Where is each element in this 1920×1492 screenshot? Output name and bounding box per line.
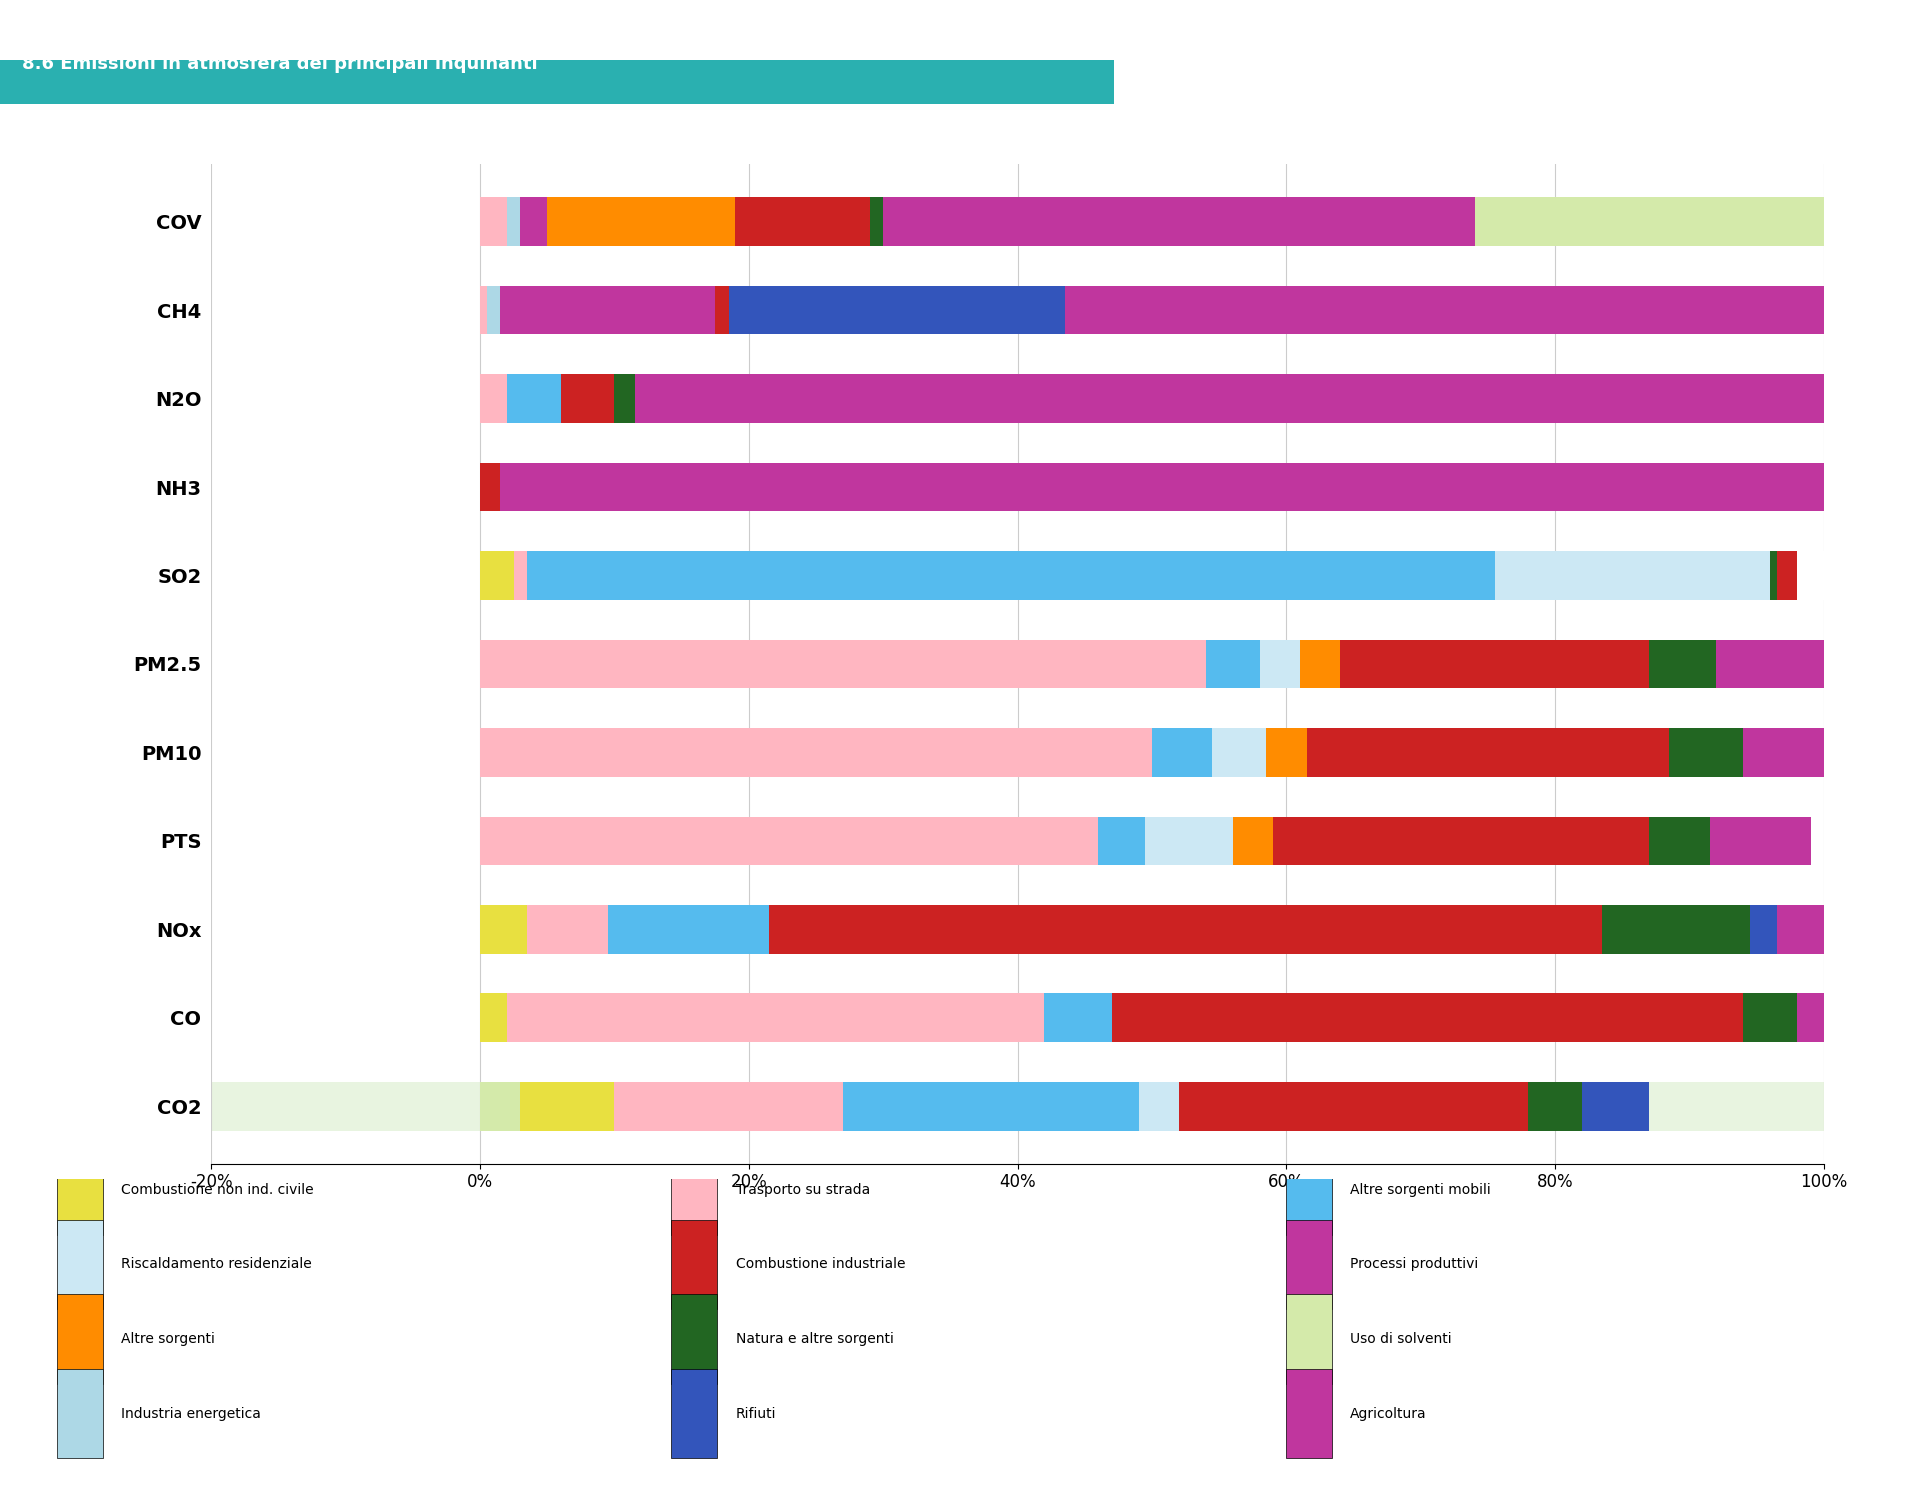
- Bar: [883, 197, 1475, 246]
- Text: Altre sorgenti mobili: Altre sorgenti mobili: [1350, 1183, 1492, 1197]
- Bar: [507, 197, 520, 246]
- Bar: [520, 197, 547, 246]
- Bar: [607, 906, 768, 953]
- Bar: [1670, 728, 1743, 777]
- FancyArrow shape: [0, 60, 1114, 149]
- Bar: [507, 994, 1044, 1041]
- Bar: [480, 640, 1206, 688]
- Bar: [58, 1294, 104, 1385]
- Bar: [58, 1146, 104, 1235]
- Bar: [480, 286, 488, 334]
- Bar: [1152, 728, 1213, 777]
- Bar: [1260, 640, 1300, 688]
- Bar: [1751, 906, 1778, 953]
- Text: Industria energetica: Industria energetica: [121, 1407, 261, 1420]
- Bar: [211, 1082, 1824, 1131]
- Text: Trasporto su strada: Trasporto su strada: [735, 1183, 870, 1197]
- Text: Rifiuti: Rifiuti: [735, 1407, 776, 1420]
- Bar: [507, 374, 561, 422]
- Bar: [1286, 1220, 1332, 1310]
- Text: Combustione non ind. civile: Combustione non ind. civile: [121, 1183, 315, 1197]
- Bar: [561, 374, 614, 422]
- Bar: [1286, 1294, 1332, 1385]
- Bar: [1797, 994, 1824, 1041]
- Bar: [1286, 1146, 1332, 1235]
- Bar: [499, 463, 1824, 512]
- Bar: [480, 374, 507, 422]
- Bar: [526, 551, 1494, 600]
- Bar: [768, 906, 1601, 953]
- Bar: [1649, 816, 1709, 865]
- Bar: [1044, 994, 1112, 1041]
- Bar: [870, 197, 883, 246]
- Bar: [1475, 197, 1824, 246]
- Bar: [1649, 640, 1716, 688]
- Bar: [1601, 906, 1751, 953]
- Bar: [1797, 551, 1824, 600]
- Bar: [480, 551, 513, 600]
- Bar: [1267, 728, 1306, 777]
- Bar: [1778, 551, 1797, 600]
- Bar: [488, 286, 499, 334]
- Bar: [1206, 640, 1260, 688]
- Bar: [1198, 286, 1824, 334]
- Bar: [480, 906, 526, 953]
- Bar: [1233, 816, 1273, 865]
- Bar: [735, 197, 870, 246]
- Bar: [714, 286, 730, 334]
- Bar: [614, 374, 634, 422]
- Bar: [1112, 994, 1743, 1041]
- Bar: [672, 1220, 718, 1310]
- Bar: [672, 1146, 718, 1235]
- Bar: [520, 1082, 614, 1131]
- Bar: [1064, 286, 1198, 334]
- Bar: [1286, 1370, 1332, 1459]
- Bar: [1743, 728, 1824, 777]
- Bar: [1273, 816, 1649, 865]
- Bar: [634, 374, 1824, 422]
- Text: 8.6 Emissioni in atmosfera dei principali inquinanti: 8.6 Emissioni in atmosfera dei principal…: [23, 55, 538, 73]
- Bar: [526, 906, 607, 953]
- Text: Processi produttivi: Processi produttivi: [1350, 1258, 1478, 1271]
- Bar: [1213, 728, 1267, 777]
- Bar: [480, 816, 1098, 865]
- Bar: [843, 1082, 1139, 1131]
- Bar: [1494, 551, 1770, 600]
- Bar: [1528, 1082, 1582, 1131]
- Bar: [672, 1294, 718, 1385]
- Bar: [672, 1370, 718, 1459]
- Bar: [1709, 816, 1811, 865]
- Bar: [1300, 640, 1340, 688]
- Bar: [480, 463, 499, 512]
- Bar: [1716, 640, 1824, 688]
- Text: Agricoltura: Agricoltura: [1350, 1407, 1427, 1420]
- Bar: [1144, 816, 1233, 865]
- Bar: [1743, 994, 1797, 1041]
- Bar: [480, 994, 507, 1041]
- Bar: [513, 551, 526, 600]
- Bar: [480, 1082, 520, 1131]
- Bar: [58, 1220, 104, 1310]
- Text: Riscaldamento residenziale: Riscaldamento residenziale: [121, 1258, 313, 1271]
- Bar: [1306, 728, 1670, 777]
- Bar: [1179, 1082, 1528, 1131]
- Bar: [614, 1082, 843, 1131]
- Bar: [499, 286, 714, 334]
- Bar: [1098, 816, 1144, 865]
- Bar: [1139, 1082, 1179, 1131]
- Bar: [480, 728, 1152, 777]
- Text: Natura e altre sorgenti: Natura e altre sorgenti: [735, 1332, 893, 1346]
- Text: Altre sorgenti: Altre sorgenti: [121, 1332, 215, 1346]
- Bar: [480, 197, 507, 246]
- Bar: [1770, 551, 1778, 600]
- Bar: [1582, 1082, 1649, 1131]
- Text: Uso di solventi: Uso di solventi: [1350, 1332, 1452, 1346]
- Bar: [728, 286, 1064, 334]
- Text: Combustione industriale: Combustione industriale: [735, 1258, 904, 1271]
- Bar: [547, 197, 735, 246]
- Bar: [1778, 906, 1824, 953]
- Bar: [58, 1370, 104, 1459]
- Bar: [1340, 640, 1649, 688]
